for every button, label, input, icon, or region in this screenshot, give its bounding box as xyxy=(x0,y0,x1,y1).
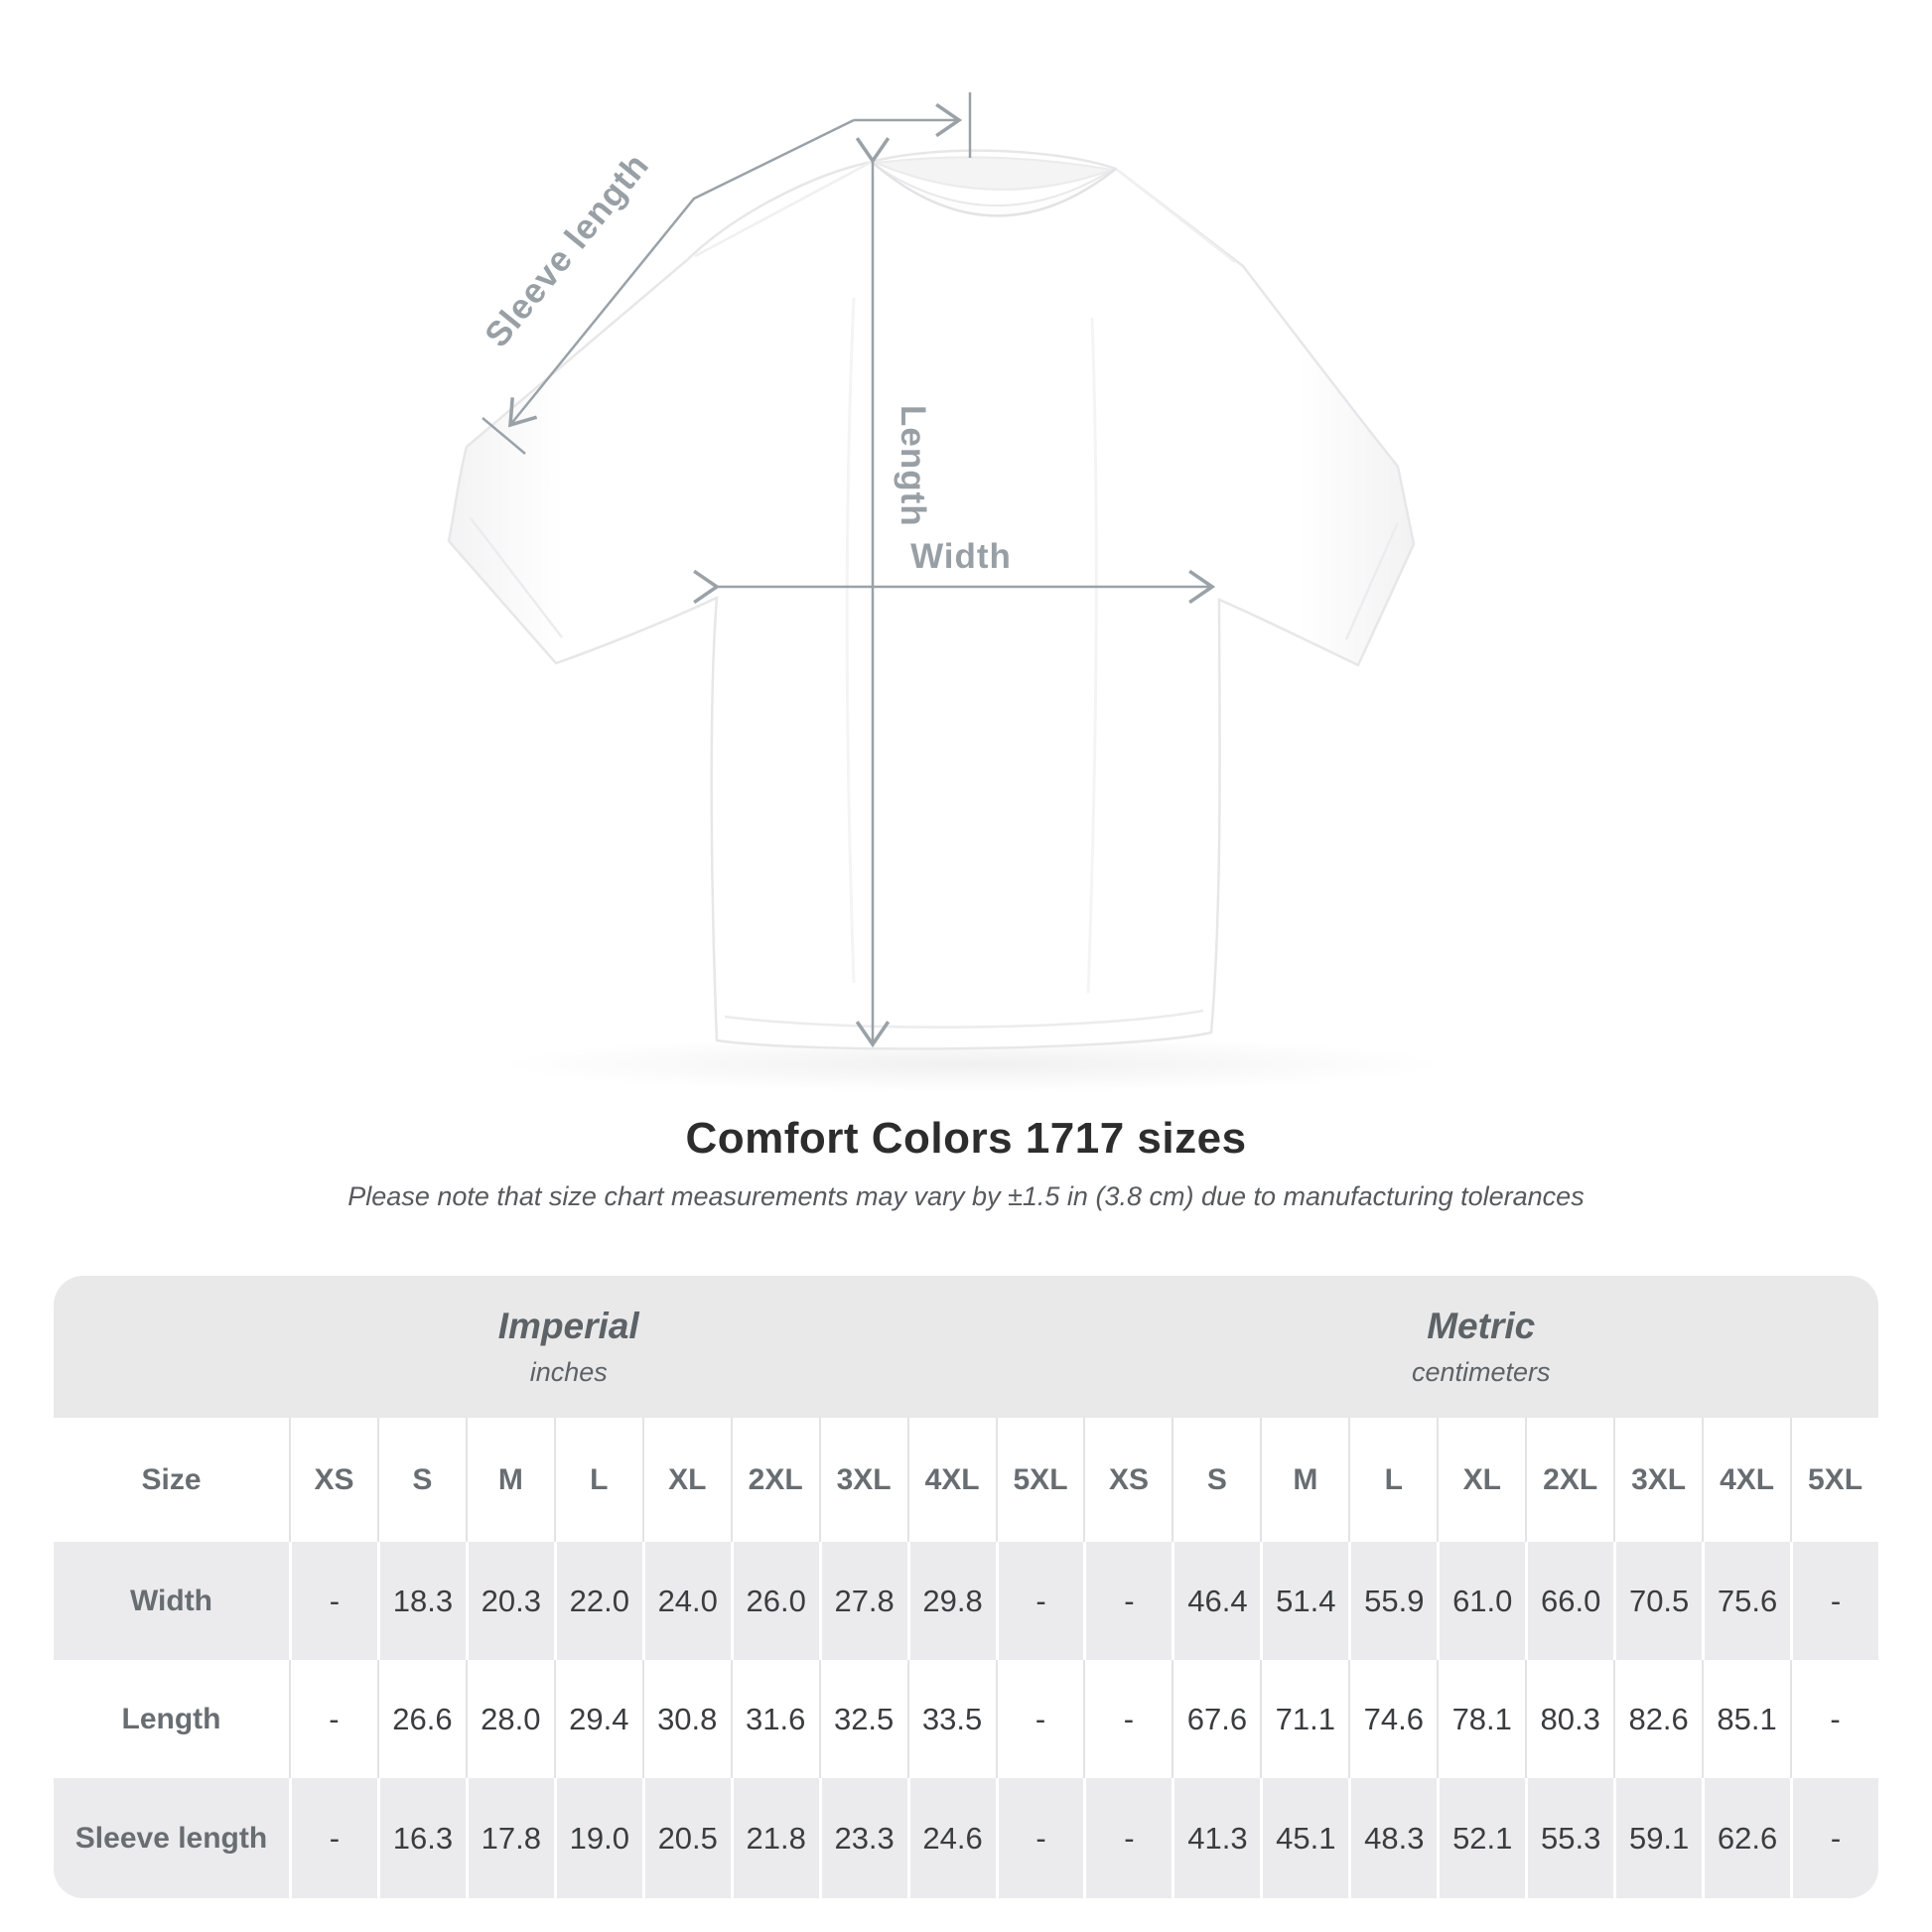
size-header-cell: 4XL xyxy=(906,1418,996,1542)
page-title: Comfort Colors 1717 sizes xyxy=(685,1114,1247,1163)
shirt-shadow xyxy=(496,1036,1449,1092)
size-header-cell: L xyxy=(553,1418,642,1542)
value-cell: 61.0 xyxy=(1437,1542,1526,1660)
value-cell: 29.8 xyxy=(906,1542,996,1660)
value-cell: 18.3 xyxy=(376,1542,466,1660)
value-cell: 48.3 xyxy=(1348,1778,1438,1898)
value-cell: 31.6 xyxy=(730,1660,819,1778)
value-cell: 46.4 xyxy=(1172,1542,1261,1660)
size-header-cell: 2XL xyxy=(730,1418,819,1542)
value-cell: - xyxy=(1083,1542,1173,1660)
value-cell: 67.6 xyxy=(1172,1660,1261,1778)
value-cell: 21.8 xyxy=(730,1778,819,1898)
size-header-cell: 5XL xyxy=(1790,1418,1878,1542)
size-header-cell: XS xyxy=(289,1418,377,1542)
value-cell: 45.1 xyxy=(1260,1778,1349,1898)
value-cell: - xyxy=(1790,1778,1878,1898)
size-header-cell: 2XL xyxy=(1525,1418,1614,1542)
size-header-cell: L xyxy=(1348,1418,1438,1542)
size-header-cell: XL xyxy=(1437,1418,1526,1542)
value-cell: 30.8 xyxy=(641,1660,731,1778)
value-cell: 20.5 xyxy=(641,1778,731,1898)
sleeve-end-tick xyxy=(482,417,526,455)
value-cell: 24.6 xyxy=(906,1778,996,1898)
value-cell: 19.0 xyxy=(553,1778,642,1898)
metric-label: Metric xyxy=(1427,1306,1536,1346)
value-cell: 71.1 xyxy=(1260,1660,1349,1778)
value-cell: 26.6 xyxy=(376,1660,466,1778)
imperial-unit: inches xyxy=(529,1357,608,1387)
size-header-cell: 3XL xyxy=(818,1418,907,1542)
size-header-cell: 3XL xyxy=(1613,1418,1703,1542)
value-cell: - xyxy=(289,1660,377,1778)
value-cell: 32.5 xyxy=(818,1660,907,1778)
size-header-cell: XL xyxy=(641,1418,731,1542)
row-label-width: Width xyxy=(54,1542,289,1660)
value-cell: - xyxy=(1790,1542,1878,1660)
value-cell: 20.3 xyxy=(465,1542,554,1660)
tshirt-illustration xyxy=(447,149,1416,1050)
value-cell: 80.3 xyxy=(1525,1660,1614,1778)
value-cell: - xyxy=(1790,1660,1878,1778)
value-cell: 55.3 xyxy=(1525,1778,1614,1898)
size-header-cell: S xyxy=(376,1418,466,1542)
value-cell: 28.0 xyxy=(465,1660,554,1778)
value-cell: 66.0 xyxy=(1525,1542,1614,1660)
value-cell: 22.0 xyxy=(553,1542,642,1660)
value-cell: 75.6 xyxy=(1702,1542,1791,1660)
value-cell: 55.9 xyxy=(1348,1542,1438,1660)
group-header-metric: Metric centimeters xyxy=(1083,1276,1878,1418)
value-cell: 62.6 xyxy=(1702,1778,1791,1898)
size-header-cell: M xyxy=(465,1418,554,1542)
value-cell: 74.6 xyxy=(1348,1660,1438,1778)
size-header-cell: XS xyxy=(1083,1418,1173,1542)
size-header-cell: 5XL xyxy=(995,1418,1084,1542)
measurement-lines xyxy=(482,92,1216,1048)
value-cell: 26.0 xyxy=(730,1542,819,1660)
value-cell: 52.1 xyxy=(1437,1778,1526,1898)
value-cell: 24.0 xyxy=(641,1542,731,1660)
value-cell: - xyxy=(289,1778,377,1898)
size-header-cell: S xyxy=(1172,1418,1261,1542)
value-cell: 17.8 xyxy=(465,1778,554,1898)
sleeve-length-line xyxy=(508,118,855,428)
length-label: Length xyxy=(894,405,932,527)
size-column-header: Size xyxy=(54,1418,289,1542)
tolerance-note: Please note that size chart measurements… xyxy=(347,1181,1585,1211)
value-cell: 59.1 xyxy=(1613,1778,1703,1898)
size-header-cell: M xyxy=(1260,1418,1349,1542)
size-header-cell: 4XL xyxy=(1702,1418,1791,1542)
value-cell: 78.1 xyxy=(1437,1660,1526,1778)
value-cell: 16.3 xyxy=(376,1778,466,1898)
metric-unit: centimeters xyxy=(1411,1357,1551,1387)
value-cell: 70.5 xyxy=(1613,1542,1703,1660)
value-cell: - xyxy=(995,1660,1084,1778)
tshirt-diagram: Sleeve length Length Width xyxy=(447,92,1449,1092)
value-cell: 33.5 xyxy=(906,1660,996,1778)
value-cell: - xyxy=(1083,1778,1173,1898)
value-cell: - xyxy=(289,1542,377,1660)
value-cell: - xyxy=(1083,1660,1173,1778)
value-cell: - xyxy=(995,1542,1084,1660)
value-cell: 23.3 xyxy=(818,1778,907,1898)
value-cell: 41.3 xyxy=(1172,1778,1261,1898)
value-cell: 51.4 xyxy=(1260,1542,1349,1660)
value-cell: 82.6 xyxy=(1613,1660,1703,1778)
value-cell: - xyxy=(995,1778,1084,1898)
imperial-label: Imperial xyxy=(497,1306,639,1346)
value-cell: 29.4 xyxy=(553,1660,642,1778)
value-cell: 85.1 xyxy=(1702,1660,1791,1778)
width-label: Width xyxy=(910,537,1012,576)
row-label-length: Length xyxy=(54,1660,289,1778)
row-label-sleeve-length: Sleeve length xyxy=(54,1778,289,1898)
group-header-imperial: Imperial inches xyxy=(54,1276,1084,1418)
value-cell: 27.8 xyxy=(818,1542,907,1660)
size-table: Imperial inches Metric centimeters Size … xyxy=(54,1276,1878,1898)
